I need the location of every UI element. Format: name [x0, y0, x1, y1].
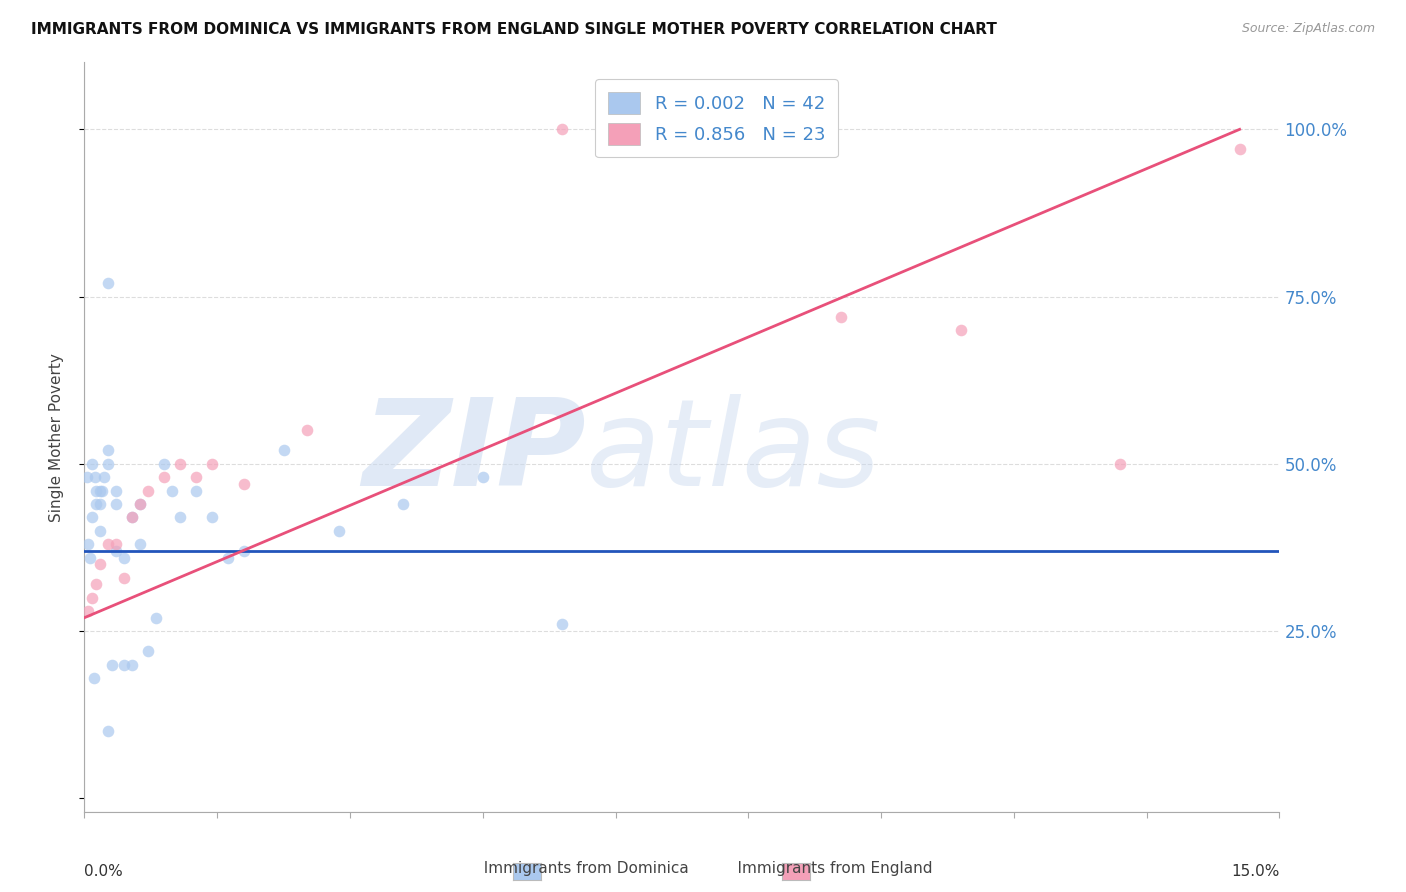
- Point: [77, 604, 100, 618]
- Point: [82, 591, 104, 605]
- Text: IMMIGRANTS FROM DOMINICA VS IMMIGRANTS FROM ENGLAND SINGLE MOTHER POVERTY CORREL: IMMIGRANTS FROM DOMINICA VS IMMIGRANTS F…: [31, 22, 997, 37]
- Point: [82, 510, 104, 524]
- Point: [160, 483, 183, 498]
- Point: [89, 483, 111, 498]
- Point: [121, 510, 143, 524]
- Text: 0.0%: 0.0%: [84, 864, 124, 880]
- Point: [297, 424, 319, 438]
- Point: [121, 510, 143, 524]
- Point: [89, 524, 111, 538]
- Point: [710, 122, 733, 136]
- Point: [136, 483, 159, 498]
- Point: [217, 550, 239, 565]
- Point: [273, 443, 295, 458]
- Point: [949, 323, 972, 337]
- Point: [201, 457, 224, 471]
- Point: [121, 657, 143, 672]
- Point: [1229, 143, 1251, 157]
- Point: [105, 497, 128, 511]
- Point: [90, 483, 112, 498]
- Point: [129, 497, 152, 511]
- Point: [86, 577, 108, 591]
- Point: [184, 470, 207, 484]
- Point: [82, 457, 104, 471]
- Point: [101, 657, 124, 672]
- Point: [201, 510, 224, 524]
- Point: [86, 483, 108, 498]
- Point: [145, 611, 167, 625]
- Point: [551, 122, 574, 136]
- Point: [89, 557, 111, 572]
- Point: [112, 550, 135, 565]
- Point: [105, 544, 128, 558]
- Point: [76, 470, 98, 484]
- Point: [105, 537, 128, 551]
- Point: [97, 443, 120, 458]
- Point: [328, 524, 350, 538]
- Point: [1109, 457, 1132, 471]
- Point: [83, 470, 105, 484]
- Point: [184, 483, 207, 498]
- Point: [97, 537, 120, 551]
- Point: [79, 550, 101, 565]
- Point: [471, 470, 494, 484]
- Point: [105, 483, 128, 498]
- Y-axis label: Single Mother Poverty: Single Mother Poverty: [49, 352, 63, 522]
- Text: Source: ZipAtlas.com: Source: ZipAtlas.com: [1241, 22, 1375, 36]
- Point: [86, 497, 108, 511]
- Point: [614, 122, 637, 136]
- Text: 15.0%: 15.0%: [1232, 864, 1279, 880]
- Point: [232, 476, 254, 491]
- Text: atlas: atlas: [586, 393, 882, 510]
- Point: [112, 657, 135, 672]
- Point: [169, 510, 191, 524]
- Point: [93, 470, 115, 484]
- Point: [169, 457, 191, 471]
- Point: [551, 617, 574, 632]
- Text: ZIP: ZIP: [363, 393, 586, 510]
- Point: [97, 277, 120, 291]
- Legend: R = 0.002   N = 42, R = 0.856   N = 23: R = 0.002 N = 42, R = 0.856 N = 23: [595, 79, 838, 157]
- Point: [232, 544, 254, 558]
- Point: [136, 644, 159, 658]
- Point: [89, 497, 111, 511]
- Point: [153, 470, 176, 484]
- Point: [112, 571, 135, 585]
- Point: [97, 457, 120, 471]
- Point: [392, 497, 415, 511]
- Point: [83, 671, 105, 685]
- Point: [77, 537, 100, 551]
- Point: [129, 537, 152, 551]
- Point: [97, 724, 120, 739]
- Point: [830, 310, 852, 324]
- Point: [129, 497, 152, 511]
- Point: [153, 457, 176, 471]
- Text: Immigrants from Dominica          Immigrants from England: Immigrants from Dominica Immigrants from…: [474, 861, 932, 876]
